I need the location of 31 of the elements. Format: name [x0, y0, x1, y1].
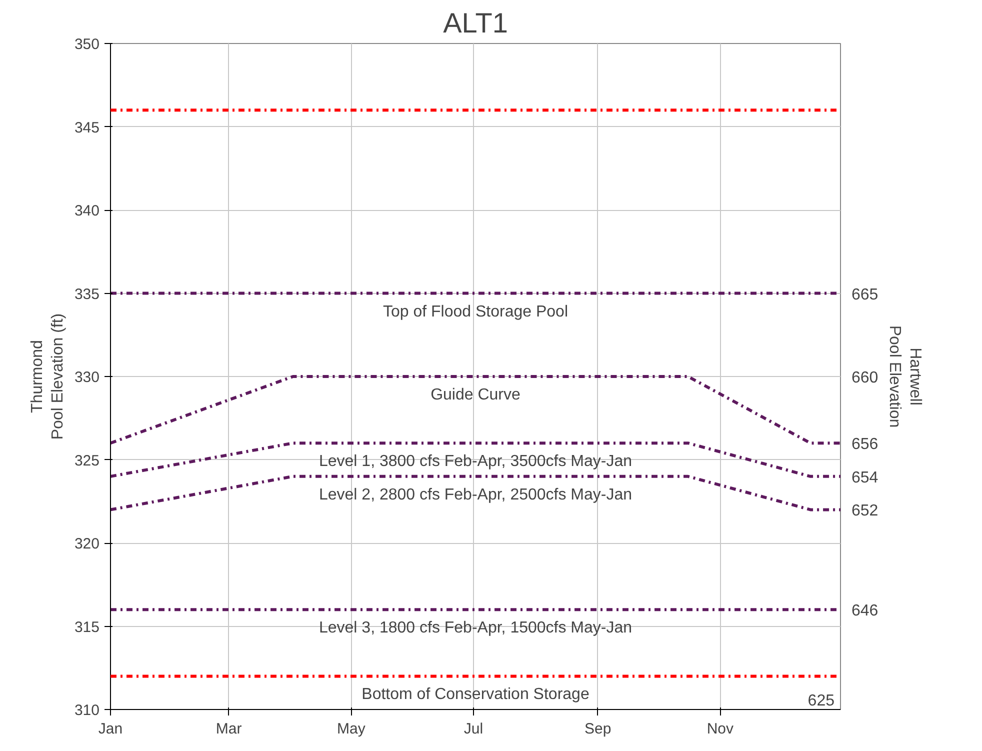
y2-tick-label: 654	[852, 469, 878, 486]
chart-title: ALT1	[443, 8, 508, 38]
series-label: Guide Curve	[430, 386, 521, 404]
y-tick-label: 310	[74, 702, 100, 719]
y-tick-label: 335	[74, 286, 100, 303]
x-tick-label: Sep	[584, 720, 612, 738]
x-tick-label: Mar	[216, 720, 242, 738]
annotation: 625	[808, 692, 835, 710]
y-tick-label: 330	[74, 369, 100, 386]
y-tick-label: 345	[74, 119, 100, 136]
y-axis-title: Thurmond Pool Elevation (ft)	[29, 313, 66, 440]
y-tick-label: 350	[74, 36, 100, 53]
x-tick-label: Nov	[706, 720, 734, 738]
y2-tick-label: 646	[852, 602, 878, 620]
y2-tick-label: 665	[852, 286, 878, 304]
x-tick-label: May	[336, 720, 366, 738]
y2-tick-label: 652	[852, 502, 878, 520]
x-tick-label: Jan	[98, 720, 123, 738]
series-label: Level 1, 3800 cfs Feb-Apr, 3500cfs May-Jan	[318, 453, 632, 470]
y2-tick-label: 656	[852, 436, 878, 454]
y-tick-label: 340	[74, 202, 100, 220]
y2-tick-label: 660	[852, 370, 878, 386]
series-label: Level 2, 2800 cfs Feb-Apr, 2500cfs May-Jan	[318, 486, 632, 504]
y-tick-label: 320	[74, 536, 100, 552]
series-label: Level 3, 1800 cfs Feb-Apr, 1500cfs May-Jan	[318, 620, 632, 637]
y2-axis-title: Hartwell Pool Elevation	[886, 325, 924, 428]
y-tick-label: 325	[74, 452, 100, 470]
x-tick-label: Jul	[464, 720, 484, 738]
series-label: Top of Flood Storage Pool	[382, 303, 568, 320]
ref-line-label: Bottom of Conservation Storage	[362, 686, 590, 704]
y-tick-label: 315	[74, 618, 100, 636]
